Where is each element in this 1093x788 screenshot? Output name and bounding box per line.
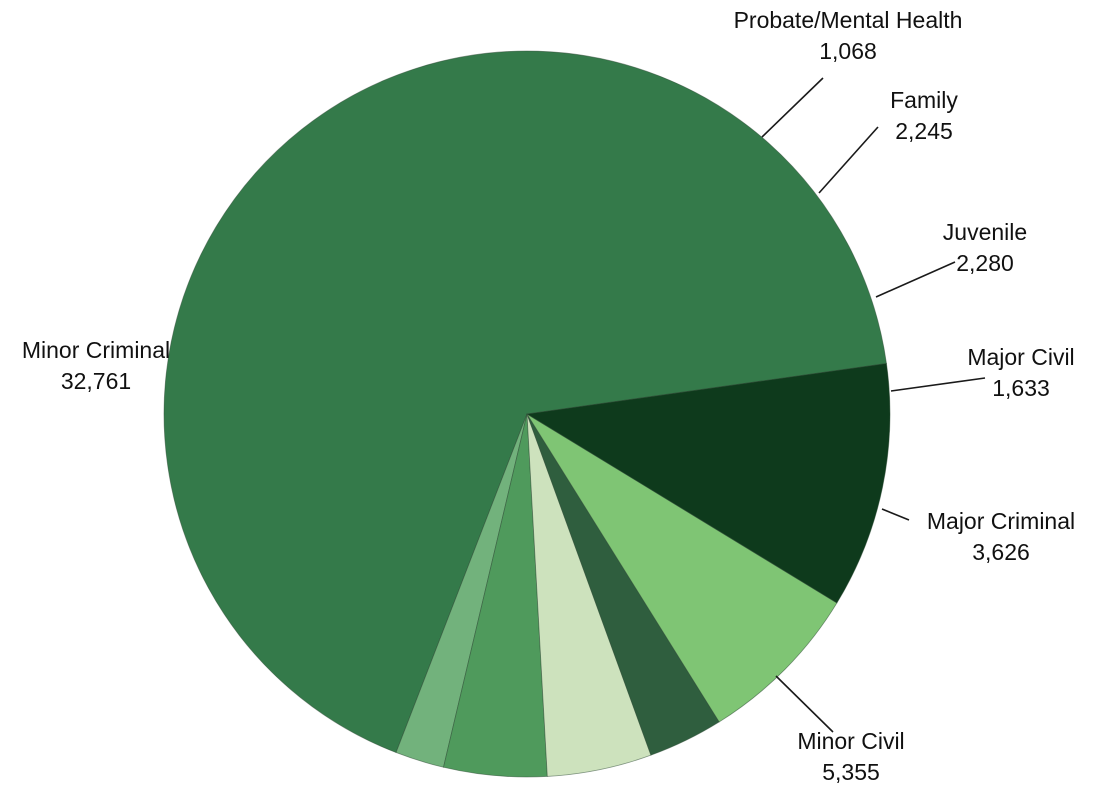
slice-label-major-criminal: Major Criminal <box>927 508 1075 534</box>
leader-line-major-criminal <box>881 508 910 521</box>
slice-value-probate-mental-health: 1,068 <box>819 38 877 64</box>
slice-value-family: 2,245 <box>895 118 953 144</box>
slice-value-minor-civil: 5,355 <box>822 759 880 785</box>
leader-line-minor-civil <box>775 675 834 733</box>
pie-slices <box>163 50 891 778</box>
slice-value-major-civil: 1,633 <box>992 375 1050 401</box>
slice-label-minor-civil: Minor Civil <box>797 728 904 754</box>
leader-line-juvenile <box>875 261 956 298</box>
leader-line-major-civil <box>890 377 986 392</box>
leader-line-probate-mental-health <box>761 77 824 138</box>
slice-label-probate-mental-health: Probate/Mental Health <box>734 7 963 33</box>
slice-value-major-criminal: 3,626 <box>972 539 1030 565</box>
slice-minor-civil <box>525 363 891 604</box>
slice-label-major-civil: Major Civil <box>967 344 1074 370</box>
pie-labels: Minor Criminal 32,761 Probate/Mental Healt… <box>22 7 1075 785</box>
leader-line-family <box>818 126 879 194</box>
slice-value-minor-criminal: 32,761 <box>61 368 131 394</box>
slice-label-family: Family <box>890 87 958 113</box>
slice-label-minor-criminal: Minor Criminal <box>22 337 170 363</box>
slice-minor-criminal <box>163 50 887 754</box>
slice-value-juvenile: 2,280 <box>956 250 1014 276</box>
slice-major-criminal <box>526 413 838 723</box>
slice-label-juvenile: Juvenile <box>943 219 1027 245</box>
